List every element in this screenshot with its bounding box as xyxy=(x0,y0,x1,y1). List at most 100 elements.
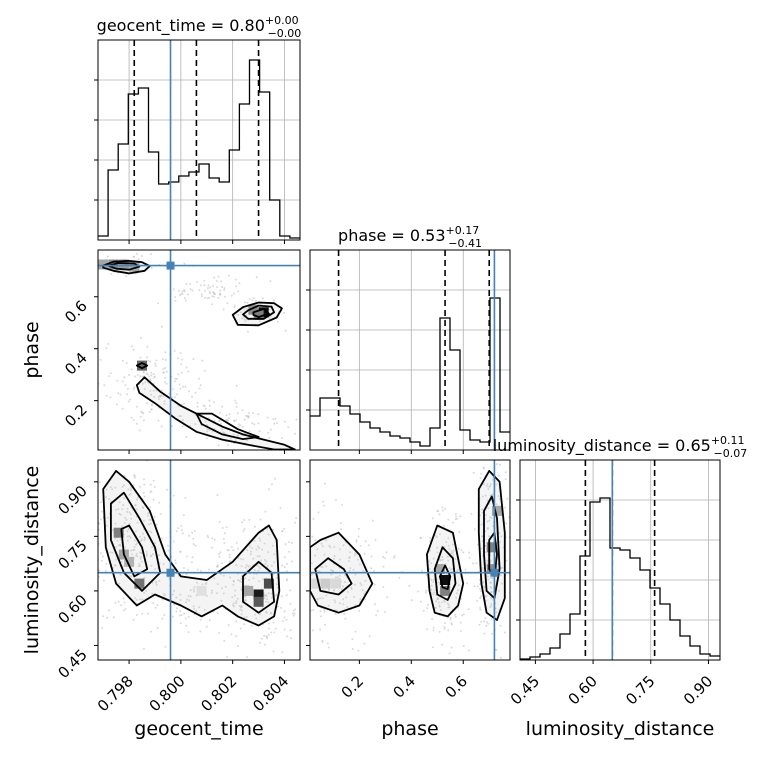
panel-time_phase-sample xyxy=(126,393,128,396)
panel-time_distance-contour-2 xyxy=(242,560,276,614)
panel-time_distance-sample xyxy=(138,598,141,601)
panel-time_phase-sample xyxy=(132,388,135,391)
panel-phase_distance-sample xyxy=(353,595,356,598)
panel-time_phase-sample xyxy=(276,320,279,323)
panel-time_phase-sample xyxy=(135,422,138,425)
panel-time_distance-sample xyxy=(258,537,261,540)
panel-phase_distance-sample xyxy=(489,454,491,456)
panel-time_distance-sample xyxy=(254,613,257,616)
panel-time_distance-sample xyxy=(135,530,138,533)
panel-time_distance-sample xyxy=(241,521,244,524)
panel-time_distance-sample xyxy=(240,581,243,584)
panel-time_phase-sample xyxy=(153,395,156,398)
panel-time_phase-sample xyxy=(273,299,275,302)
panel-time_distance-sample xyxy=(129,489,132,492)
ytick-label-phase-2: 0.6 xyxy=(61,297,91,327)
panel-time_distance-sample xyxy=(277,605,279,608)
panel-phase_distance-sample xyxy=(461,614,464,617)
panel-time_distance-sample xyxy=(283,610,286,613)
panel-time_distance-sample xyxy=(233,594,236,597)
panel-time_distance-sample xyxy=(142,506,145,509)
panel-phase_distance-sample xyxy=(488,519,491,522)
panel-phase_distance-sample xyxy=(466,582,469,585)
panel-phase_distance-sample xyxy=(364,579,367,582)
panel-phase_distance-sample xyxy=(470,512,473,515)
panel-phase_distance-sample xyxy=(306,561,308,563)
panel-phase_distance-sample xyxy=(357,535,360,538)
panel-time_phase-sample xyxy=(294,432,297,435)
panel-time_phase-sample xyxy=(233,306,236,309)
panel-time_phase-sample xyxy=(130,368,133,371)
panel-time_distance-sample xyxy=(283,628,286,631)
panel-time_distance-sample xyxy=(267,592,270,595)
panel-time_distance-sample xyxy=(129,492,132,495)
panel-time_distance-sample xyxy=(139,485,142,488)
panel-time_distance-sample xyxy=(112,616,115,619)
panel-time_distance-sample xyxy=(120,560,123,563)
panel-phase_distance-sample xyxy=(485,559,488,562)
panel-phase_distance-sample xyxy=(285,588,287,590)
panel-phase_distance-sample xyxy=(354,552,357,555)
panel-time_distance-sample xyxy=(151,546,153,549)
panel-time_distance-sample xyxy=(289,629,292,632)
panel-time_distance-sample xyxy=(295,517,298,520)
panel-phase_distance-sample xyxy=(439,533,441,536)
panel-time_phase-sample xyxy=(184,299,187,302)
panel-phase_distance-sample xyxy=(478,623,481,626)
panel-phase_distance-sample xyxy=(462,645,465,648)
panel-time_distance-density-cell-7 xyxy=(243,585,254,596)
panel-phase_distance-sample xyxy=(485,551,487,554)
panel-time_distance-sample xyxy=(235,602,238,605)
panel-phase_distance-sample xyxy=(323,608,326,611)
panel-time_distance-sample xyxy=(187,631,190,634)
hist-luminosity_distance-title-sub: −0.07 xyxy=(714,447,748,460)
panel-phase_distance-sample xyxy=(458,531,461,533)
panel-phase_distance-sample xyxy=(329,546,332,549)
panel-phase_distance-sample xyxy=(454,558,457,560)
panel-time_phase-sample xyxy=(133,386,136,389)
panel-phase_distance-sample xyxy=(481,567,484,569)
panel-time_distance-sample xyxy=(232,583,235,586)
panel-time_distance-sample xyxy=(117,600,120,603)
panel-time_phase-sample xyxy=(139,415,142,418)
panel-time_distance-sample xyxy=(263,542,266,545)
panel-phase_distance-sample xyxy=(321,545,324,548)
panel-time_phase-sample xyxy=(162,368,165,370)
panel-time_phase-sample xyxy=(150,267,153,269)
panel-time_distance-sample xyxy=(148,530,151,533)
xtick-label-luminosity_distance-0: 0.45 xyxy=(507,672,543,708)
panel-time_phase-sample xyxy=(268,436,271,439)
panel-time_distance-sample xyxy=(276,577,279,579)
panel-time_distance-sample xyxy=(270,483,273,486)
panel-time_phase-sample xyxy=(176,393,178,396)
panel-time_distance-sample xyxy=(116,539,119,542)
xaxis-label-geocent_time: geocent_time xyxy=(134,718,263,740)
panel-time_distance-sample xyxy=(193,590,196,593)
panel-time_distance-sample xyxy=(143,576,146,579)
panel-time_distance-sample xyxy=(133,474,136,477)
panel-phase_distance-sample xyxy=(436,546,439,549)
panel-time_distance-sample xyxy=(285,578,288,581)
xaxis-label-phase: phase xyxy=(381,718,438,740)
panel-time_distance-sample xyxy=(141,612,144,615)
panel-time_phase-sample xyxy=(235,405,238,408)
panel-time_distance-sample xyxy=(143,592,146,594)
panel-phase_distance-sample xyxy=(361,569,364,572)
panel-phase_distance-sample xyxy=(472,562,474,565)
panel-phase_distance-sample xyxy=(350,588,353,590)
panel-time_distance-sample xyxy=(263,597,266,600)
panel-phase_distance-sample xyxy=(495,648,498,651)
panel-time_distance-sample xyxy=(101,555,104,558)
panel-time_phase-sample xyxy=(206,428,209,431)
panel-time_distance-sample xyxy=(270,592,273,595)
panel-phase_distance-sample xyxy=(483,620,485,623)
panel-time_phase-sample xyxy=(198,289,201,292)
panel-time_phase-sample xyxy=(136,374,139,376)
panel-time_distance-contour-0 xyxy=(102,469,281,627)
panel-phase_distance-sample xyxy=(447,518,450,521)
panel-time_phase-sample xyxy=(174,396,176,399)
panel-time_distance-sample xyxy=(182,514,185,517)
panel-phase_distance-sample xyxy=(342,598,345,601)
panel-time_phase-sample xyxy=(221,286,224,289)
panel-phase_distance-sample xyxy=(338,574,341,577)
